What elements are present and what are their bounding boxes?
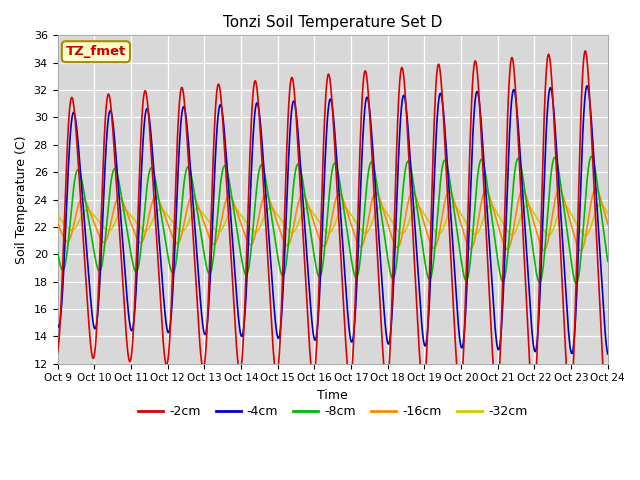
X-axis label: Time: Time <box>317 389 348 402</box>
Title: Tonzi Soil Temperature Set D: Tonzi Soil Temperature Set D <box>223 15 442 30</box>
Y-axis label: Soil Temperature (C): Soil Temperature (C) <box>15 135 28 264</box>
Legend: -2cm, -4cm, -8cm, -16cm, -32cm: -2cm, -4cm, -8cm, -16cm, -32cm <box>132 400 532 423</box>
Text: TZ_fmet: TZ_fmet <box>66 45 126 58</box>
